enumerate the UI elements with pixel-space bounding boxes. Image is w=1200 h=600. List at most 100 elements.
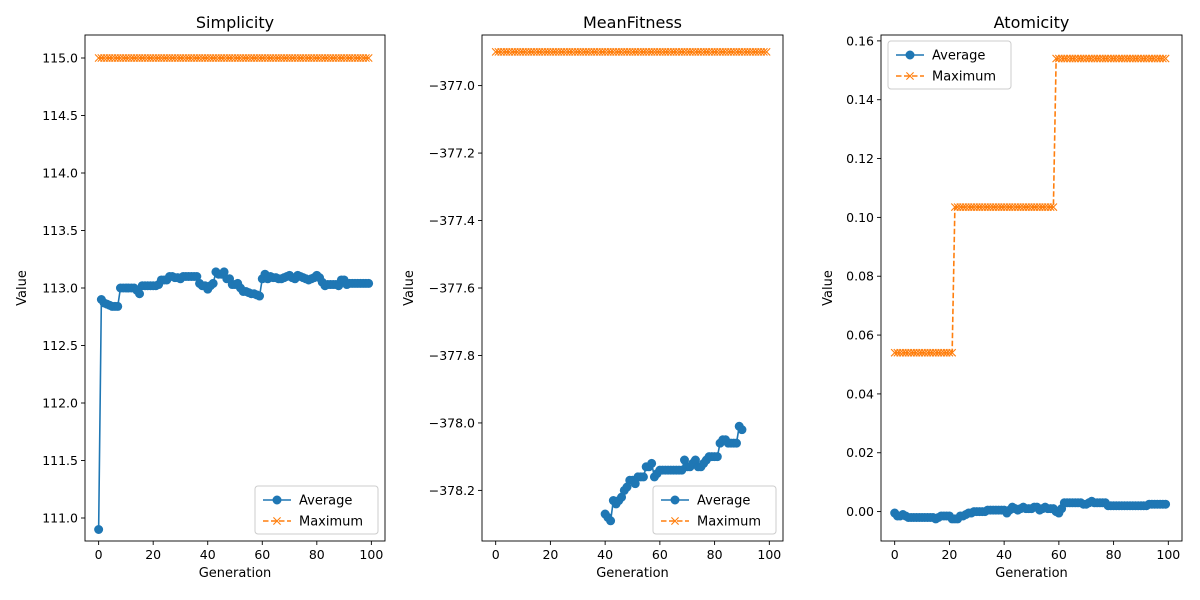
data-point (737, 425, 747, 435)
x-tick-label: 80 (707, 547, 723, 562)
y-tick-label: 0.06 (846, 328, 874, 343)
y-tick-label: −377.2 (429, 146, 475, 161)
data-point (759, 47, 768, 56)
data-point (647, 458, 657, 468)
data-point (113, 301, 123, 311)
data-point (1161, 499, 1171, 509)
series-average (890, 496, 1171, 524)
y-tick-label: −377.8 (429, 348, 475, 363)
y-tick-label: 0.02 (846, 445, 874, 460)
x-tick-label: 100 (757, 547, 781, 562)
legend-marker (905, 50, 915, 60)
y-axis-label: Value (821, 270, 836, 306)
data-point (255, 291, 265, 301)
y-tick-label: −377.6 (429, 281, 475, 296)
chart-panel-1: Simplicity 0 20 40 60 80 100 111.0 111.5 112.0 112… (15, 13, 386, 581)
legend-marker (671, 517, 679, 525)
x-tick-label: 100 (1156, 547, 1180, 562)
y-axis-label: Value (402, 270, 417, 306)
legend-label: Maximum (697, 515, 761, 530)
legend-box (254, 485, 379, 535)
series-maximum (890, 54, 1170, 357)
data-point (1158, 54, 1167, 63)
x-tick-label: 80 (1106, 547, 1122, 562)
data-point (361, 54, 370, 62)
data-point (364, 278, 374, 288)
legend-label: Maximum (932, 70, 996, 85)
x-tick-label: 100 (359, 547, 383, 562)
data-point (1046, 203, 1055, 212)
legend-marker (272, 495, 282, 505)
y-tick-label: 111.5 (42, 453, 78, 468)
y-tick-label: 0.16 (846, 33, 874, 48)
x-tick-label: 40 (200, 547, 216, 562)
axes-frame (880, 34, 1183, 542)
legend-marker (273, 517, 281, 525)
data-point (948, 348, 957, 357)
x-axis-label: Generation (596, 566, 669, 581)
chart-title: Atomicity (994, 13, 1070, 32)
y-tick-label: −378.2 (429, 483, 475, 498)
y-tick-label: 113.5 (42, 223, 78, 238)
x-tick-label: 20 (145, 547, 161, 562)
legend-entry-average: Average (896, 49, 985, 64)
legend-marker (906, 72, 914, 80)
data-point (762, 47, 771, 56)
legend-label: Average (697, 494, 750, 509)
series-average (600, 421, 747, 526)
legend-entry-maximum: Maximum (263, 515, 363, 530)
chart-panel-2: MeanFitness 0 20 40 60 80 100 −378.2 −378.0 −377.… (402, 13, 784, 581)
legend-box (652, 485, 777, 535)
x-tick-label: 80 (309, 547, 325, 562)
legend-label: Average (932, 49, 985, 64)
x-axis-label: Generation (995, 566, 1068, 581)
x-tick-label: 0 (891, 547, 899, 562)
y-tick-label: 0.14 (846, 92, 874, 107)
legend: Average Maximum (254, 485, 379, 535)
legend-entry-maximum: Maximum (661, 515, 761, 530)
legend-entry-average: Average (263, 494, 352, 509)
x-tick-label: 40 (597, 547, 613, 562)
x-tick-label: 20 (941, 547, 957, 562)
y-tick-label: −377.0 (429, 78, 475, 93)
axes-frame (481, 34, 784, 542)
series-line-maximum (894, 57, 1166, 354)
data-point (606, 516, 616, 526)
series-average (94, 267, 374, 534)
data-point (945, 348, 954, 357)
x-tick-label: 60 (254, 547, 270, 562)
series-maximum (94, 54, 373, 62)
data-point (1049, 203, 1058, 212)
y-axis-label: Value (15, 270, 30, 306)
x-tick-label: 60 (652, 547, 668, 562)
legend-label: Maximum (299, 515, 363, 530)
chart-panel-3: Atomicity 0 20 40 60 80 100 0.00 0.02 0.04 0.06 0.0… (821, 13, 1183, 581)
legend-entry-maximum: Maximum (896, 70, 996, 85)
data-point (208, 278, 218, 288)
y-tick-label: 0.08 (846, 269, 874, 284)
x-tick-label: 40 (996, 547, 1012, 562)
y-tick-label: 114.0 (42, 166, 78, 181)
y-tick-label: 114.5 (42, 108, 78, 123)
data-point (364, 54, 373, 62)
y-tick-label: −377.4 (429, 213, 475, 228)
y-tick-label: 113.0 (42, 281, 78, 296)
y-tick-label: 112.0 (42, 396, 78, 411)
y-tick-label: 0.12 (846, 151, 874, 166)
y-tick-label: 0.00 (846, 504, 874, 519)
data-point (712, 452, 722, 462)
legend: Average Maximum (887, 40, 1012, 90)
data-point (731, 438, 741, 448)
x-axis-label: Generation (199, 566, 272, 581)
x-tick-label: 0 (95, 547, 103, 562)
legend-marker (670, 495, 680, 505)
y-tick-label: 112.5 (42, 338, 78, 353)
legend: Average Maximum (652, 485, 777, 535)
legend-entry-average: Average (661, 494, 750, 509)
x-tick-label: 60 (1051, 547, 1067, 562)
chart-title: Simplicity (196, 13, 274, 32)
x-tick-label: 0 (492, 547, 500, 562)
y-tick-label: 0.04 (846, 386, 874, 401)
chart-title: MeanFitness (583, 13, 682, 32)
